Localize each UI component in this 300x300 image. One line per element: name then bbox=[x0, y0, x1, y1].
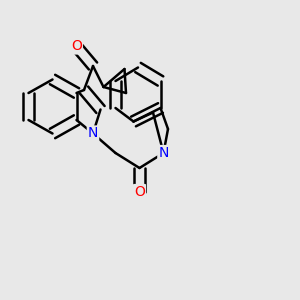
Text: N: N bbox=[158, 146, 169, 160]
Text: O: O bbox=[71, 40, 82, 53]
Text: O: O bbox=[134, 185, 145, 199]
Text: N: N bbox=[88, 127, 98, 140]
